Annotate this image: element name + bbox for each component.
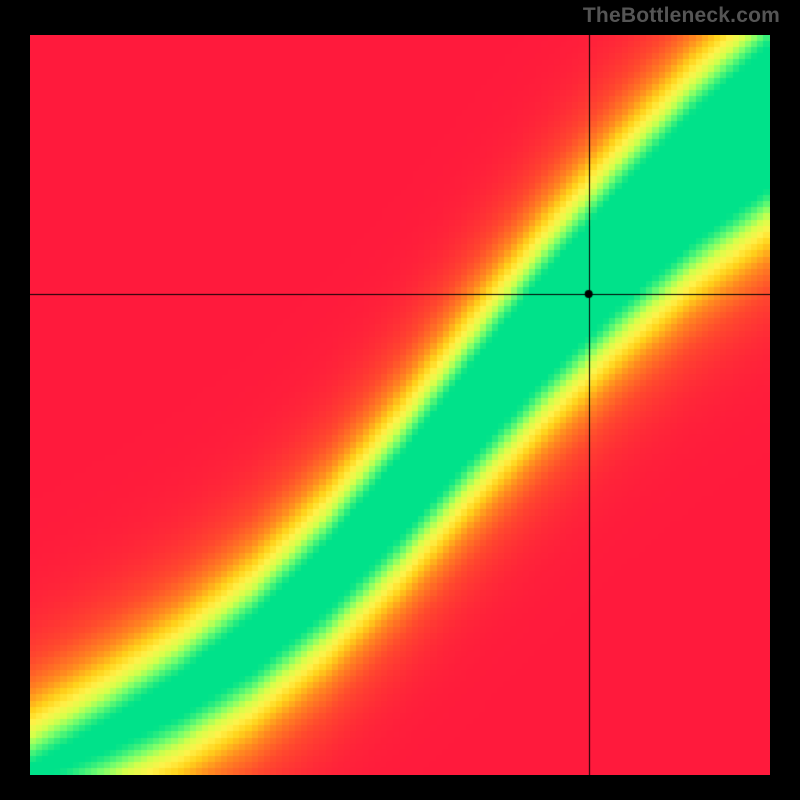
watermark: TheBottleneck.com xyxy=(583,4,780,28)
bottleneck-heatmap xyxy=(30,35,770,775)
chart-container: TheBottleneck.com xyxy=(0,0,800,800)
